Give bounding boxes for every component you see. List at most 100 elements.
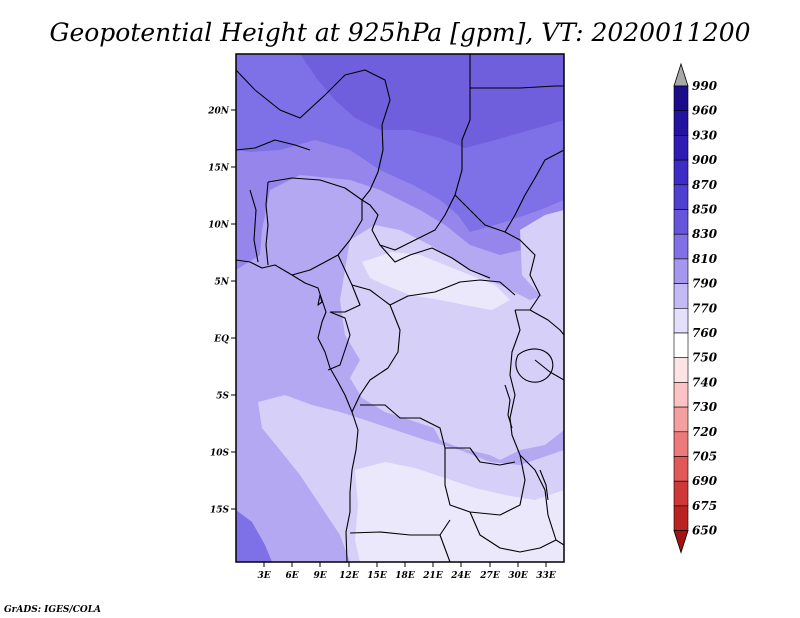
colorbar-level-label: 690: [692, 474, 718, 488]
colorbar-level-label: 960: [692, 104, 718, 118]
coastline-west: [236, 259, 359, 562]
colorbar-swatch: [673, 406, 689, 433]
fill-770-central: [362, 252, 510, 310]
fill-770-lake-region: [430, 412, 520, 455]
lon-label: 33E: [536, 571, 556, 581]
colorbar-swatch: [673, 382, 689, 408]
border-botswana: [439, 534, 451, 562]
lon-axis: 3E 6E 9E 12E 15E 18E 21E 24E 27E 30E 33E: [257, 562, 556, 581]
colorbar-swatch: [673, 456, 689, 482]
colorbar-level-label: 900: [692, 153, 718, 167]
border-uganda-kenya: [529, 309, 564, 336]
border-egypt-sudan: [470, 85, 564, 89]
lake-tanganyika: [504, 384, 513, 429]
lon-label: 18E: [395, 571, 415, 581]
colorbar-level-label: 720: [692, 425, 718, 439]
border-nigeria: [267, 177, 363, 276]
colorbar-level-label: 990: [692, 79, 718, 93]
colorbar-level-label: 650: [692, 524, 718, 538]
border-congo-drc: [351, 304, 401, 413]
border-benin-togo: [249, 189, 259, 263]
lat-label: 15S: [210, 506, 230, 516]
border-zimbabwe: [469, 511, 557, 553]
colorbar-level-label: 730: [692, 400, 718, 414]
map-panel: 20N 15N 10N 5N EQ 5S 10S 15S 3E 6E 9E 12E 15E 18E 21E…: [207, 53, 565, 581]
colorbar-level-label: 850: [692, 203, 718, 217]
lat-label: EQ: [213, 335, 229, 345]
colorbar-swatch: [673, 233, 689, 260]
colorbar-bottom-arrow: [673, 530, 689, 554]
colorbar-swatch: [673, 110, 689, 136]
border-nigeria-west: [265, 181, 269, 266]
colorbar-swatch: [673, 258, 689, 284]
border-south-sudan: [454, 194, 541, 311]
colorbar-swatch: [673, 505, 689, 531]
colorbar: 990 960 930 900 870 850 830 810 790 770 760 750 740 7…: [673, 62, 718, 554]
colorbar-level-label: 830: [692, 227, 718, 241]
colorbar-swatch: [673, 209, 689, 235]
colorbar-level-label: 750: [692, 351, 718, 365]
colorbar-level-label: 810: [692, 252, 718, 266]
fill-770-south: [355, 462, 564, 562]
lat-label: 5S: [216, 392, 229, 402]
colorbar-top-arrow: [673, 62, 689, 87]
colorbar-swatch: [673, 332, 689, 359]
lat-label: 20N: [207, 107, 230, 117]
colorbar-level-label: 870: [692, 178, 718, 192]
border-zambia-malawi: [519, 454, 564, 546]
fill-870-north: [300, 54, 564, 148]
lon-label: 6E: [285, 571, 298, 581]
colorbar-swatch: [673, 135, 689, 161]
border-angola-zambia: [444, 448, 526, 516]
border-sahara-north: [236, 69, 391, 201]
border-cameroon: [330, 254, 361, 313]
lon-label: 30E: [508, 571, 528, 581]
colorbar-swatch: [673, 307, 689, 334]
colorbar-swatch: [673, 480, 689, 507]
island-bioko: [317, 294, 323, 306]
lake-victoria: [515, 348, 554, 383]
colorbar-swatch: [673, 283, 689, 309]
colorbar-level-label: 770: [692, 301, 718, 315]
border-angola-namibia: [349, 519, 451, 536]
lon-label: 9E: [313, 571, 326, 581]
colorbar-level-label: 760: [692, 326, 718, 340]
lat-label: 5N: [215, 278, 230, 288]
border-car: [351, 279, 516, 306]
figure-title: Geopotential Height at 925hPa [gpm], VT:…: [49, 18, 750, 47]
lake-malawi: [539, 469, 549, 501]
colorbar-level-label: 740: [692, 375, 718, 389]
border-chad-sudan: [361, 54, 471, 251]
colorbar-swatch: [673, 184, 689, 210]
colorbar-swatch: [673, 357, 689, 383]
credit-label: GrADS: IGES/COLA: [4, 605, 101, 615]
border-gabon: [327, 311, 351, 371]
lon-label: 27E: [479, 571, 500, 581]
border-ethiopia: [504, 149, 564, 233]
border-car-north: [379, 244, 491, 279]
colorbar-swatch: [673, 431, 689, 457]
lat-label: 15N: [208, 164, 230, 174]
border-drc-angola: [360, 404, 516, 466]
fill-850-southwest: [236, 510, 272, 562]
map-frame: [235, 53, 565, 563]
lon-label: 3E: [257, 571, 270, 581]
lon-label: 24E: [450, 571, 471, 581]
colorbar-level-label: 790: [692, 277, 718, 291]
border-mali-niger: [236, 139, 311, 151]
colorbar-swatch: [673, 159, 689, 186]
lat-axis: 20N 15N 10N 5N EQ 5S 10S 15S: [207, 107, 236, 516]
colorbar-level-label: 705: [692, 450, 717, 464]
colorbar-swatch: [673, 85, 689, 112]
country-borders: [236, 54, 564, 562]
colorbar-level-label: 675: [692, 499, 717, 513]
height-contour-fills: [236, 54, 564, 562]
lat-label: 10S: [210, 449, 230, 459]
lon-label: 12E: [339, 571, 359, 581]
lon-label: 21E: [422, 571, 443, 581]
colorbar-level-label: 930: [692, 128, 718, 142]
lat-label: 10N: [208, 221, 230, 231]
border-tanzania: [534, 359, 564, 381]
border-drc-east: [509, 309, 521, 456]
